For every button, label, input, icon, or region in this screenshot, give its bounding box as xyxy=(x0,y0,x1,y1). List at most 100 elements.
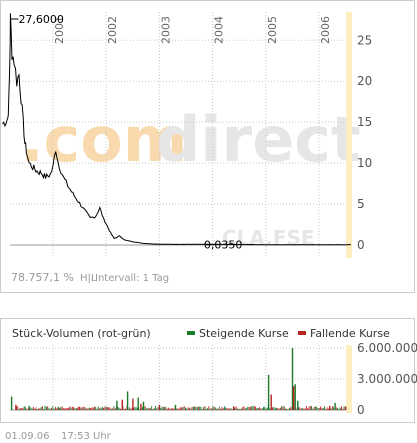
volume-bar xyxy=(179,407,181,410)
volume-bar xyxy=(165,406,167,410)
volume-bar xyxy=(142,401,145,410)
volume-bar xyxy=(247,406,249,410)
volume-bar xyxy=(38,408,39,410)
legend-falling-swatch xyxy=(298,331,306,335)
volume-bar xyxy=(220,409,221,410)
volume-bar xyxy=(109,407,111,410)
volume-bar xyxy=(170,408,172,410)
volume-bar xyxy=(305,406,307,410)
volume-bar xyxy=(19,408,21,410)
volume-bar xyxy=(130,408,132,410)
volume-bar xyxy=(239,408,241,410)
volume-y-tick-label: 0 xyxy=(357,403,365,417)
volume-bar xyxy=(65,408,67,410)
volume-bar xyxy=(300,408,302,410)
volume-bar xyxy=(339,407,341,410)
volume-bar xyxy=(328,408,329,410)
volume-bar xyxy=(308,406,310,410)
volume-bar xyxy=(303,408,305,410)
volume-bar xyxy=(217,408,219,410)
volume-bar xyxy=(112,408,114,410)
volume-bar xyxy=(334,402,336,410)
volume-bar xyxy=(161,406,163,410)
volume-bar xyxy=(186,408,188,410)
volume-bar xyxy=(78,406,80,410)
volume-bar xyxy=(18,408,20,410)
volume-bar xyxy=(113,406,115,410)
watermark-prefix: .com xyxy=(20,103,188,176)
volume-bar xyxy=(155,406,156,410)
price-x-tick-label: 2001 xyxy=(53,16,66,44)
volume-bar xyxy=(342,408,344,410)
price-y-tick-label: 20 xyxy=(357,74,372,88)
price-x-ticks: 2001 2002 2003 2004 2005 2006 xyxy=(53,16,332,44)
volume-bar xyxy=(299,407,301,410)
volume-bar xyxy=(281,406,283,410)
volume-bar xyxy=(251,406,253,410)
volume-bar xyxy=(164,407,166,410)
volume-bar xyxy=(345,406,347,410)
volume-bar xyxy=(129,407,130,410)
volume-bar xyxy=(298,407,299,410)
volume-bar xyxy=(320,406,322,410)
legend-rising-label: Steigende Kurse xyxy=(199,327,289,340)
volume-bar xyxy=(48,408,50,410)
volume-bar xyxy=(162,406,164,410)
volume-bar xyxy=(256,408,258,410)
volume-bar xyxy=(74,408,76,410)
volume-bar xyxy=(194,406,195,410)
volume-bar xyxy=(263,406,264,410)
volume-bar xyxy=(264,406,266,410)
volume-bar xyxy=(266,407,268,410)
volume-panel-frame xyxy=(0,318,415,423)
volume-bar xyxy=(205,408,207,410)
volume-bar xyxy=(226,407,228,410)
volume-bar xyxy=(160,408,162,410)
volume-bar xyxy=(183,406,185,410)
volume-bar xyxy=(122,406,124,410)
volume-bar xyxy=(100,407,102,410)
volume-bar xyxy=(17,406,19,410)
volume-bar xyxy=(185,407,186,410)
volume-bar xyxy=(105,406,107,410)
volume-bar xyxy=(114,408,116,410)
volume-bar xyxy=(21,408,23,410)
volume-bar xyxy=(324,406,325,410)
volume-bar xyxy=(222,408,224,410)
volume-bar xyxy=(181,407,182,410)
volume-bar xyxy=(224,406,225,410)
volume-bar xyxy=(108,407,110,410)
volume-bar xyxy=(169,408,171,410)
volume-bar xyxy=(30,407,32,410)
volume-bar xyxy=(316,406,318,410)
volume-bar xyxy=(204,406,206,410)
volume-bars xyxy=(10,348,347,410)
volume-bar xyxy=(312,408,314,410)
volume-bar xyxy=(252,406,254,410)
volume-bar xyxy=(172,408,173,410)
watermark-code: CLA.FSE xyxy=(222,226,315,250)
volume-bar xyxy=(174,404,177,410)
volume-bar xyxy=(229,408,231,410)
volume-bar xyxy=(15,404,17,410)
volume-bar xyxy=(337,408,338,410)
volume-bar xyxy=(243,406,245,410)
volume-bar xyxy=(44,406,46,410)
volume-bar xyxy=(23,406,25,410)
volume-bar xyxy=(88,407,90,410)
volume-bar xyxy=(311,406,312,410)
volume-bar xyxy=(140,403,142,410)
volume-bar xyxy=(225,407,227,410)
volume-bar xyxy=(144,406,146,410)
volume-title: Stück-Volumen (rot-grün) xyxy=(12,327,151,340)
volume-bar xyxy=(330,408,332,410)
volume-bar xyxy=(196,406,198,410)
volume-bar xyxy=(272,407,273,410)
volume-bar xyxy=(49,408,51,410)
volume-bar xyxy=(242,407,244,410)
volume-bar xyxy=(121,399,123,410)
volume-bar xyxy=(84,407,86,410)
volume-bar xyxy=(31,408,33,410)
volume-bar xyxy=(146,408,147,410)
volume-y-ticks: 0 3.000.000 6.000.000 xyxy=(357,341,417,417)
